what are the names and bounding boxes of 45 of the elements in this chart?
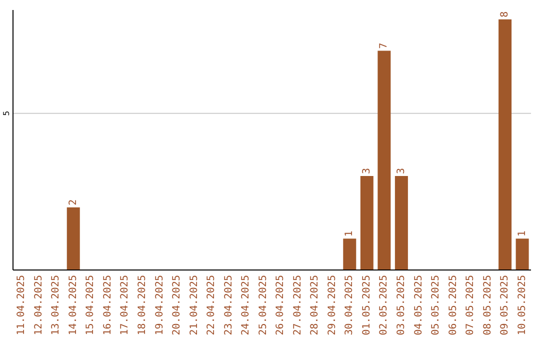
x-tick-label: 20.04.2025 [172, 275, 183, 336]
x-tick-label: 21.04.2025 [188, 275, 200, 336]
x-tick-label: 07.05.2025 [465, 275, 476, 336]
x-tick-label: 01.05.2025 [361, 275, 372, 336]
x-tick-label: 30.04.2025 [344, 275, 356, 336]
data-label: 7 [378, 42, 390, 49]
x-tick-label: 27.04.2025 [292, 275, 304, 336]
x-tick-label: 16.04.2025 [102, 275, 114, 336]
x-tick-label: 11.04.2025 [16, 275, 28, 336]
x-tick-label: 09.05.2025 [500, 275, 511, 336]
x-tick-label: 28.04.2025 [310, 275, 321, 336]
x-tick-label: 04.05.2025 [413, 275, 424, 336]
x-tick-label: 29.04.2025 [326, 275, 338, 336]
bar [498, 19, 512, 270]
x-tick-label: 15.04.2025 [85, 275, 96, 336]
data-label: 3 [396, 168, 407, 174]
x-tick-label: 12.04.2025 [33, 275, 44, 336]
x-tick-label: 14.04.2025 [68, 275, 79, 336]
bar [378, 50, 391, 270]
bar [343, 238, 356, 270]
data-label: 8 [500, 11, 511, 18]
x-tick-label: 03.05.2025 [396, 275, 407, 336]
data-label: 3 [361, 168, 372, 174]
x-tick-label: 26.04.2025 [275, 275, 286, 336]
x-tick-label: 10.05.2025 [516, 275, 528, 336]
data-label: 1 [516, 230, 528, 237]
data-label: 2 [68, 199, 79, 206]
x-tick-label: 13.04.2025 [50, 275, 62, 336]
x-tick-label: 24.04.2025 [240, 275, 252, 336]
y-tick-label: 5 [2, 110, 11, 116]
bar [66, 207, 80, 270]
bar [360, 176, 374, 270]
x-tick-label: 19.04.2025 [154, 275, 166, 336]
x-tick-label: 23.04.2025 [223, 275, 234, 336]
data-label: 1 [344, 230, 356, 237]
bar [394, 176, 408, 270]
x-tick-label: 25.04.2025 [258, 275, 269, 336]
x-tick-label: 06.05.2025 [448, 275, 459, 336]
x-tick-label: 08.05.2025 [482, 275, 494, 336]
x-tick-label: 02.05.2025 [378, 275, 390, 336]
bar [516, 238, 529, 270]
x-tick-label: 18.04.2025 [137, 275, 148, 336]
x-tick-label: 17.04.2025 [120, 275, 131, 336]
x-tick-label: 22.04.2025 [206, 275, 218, 336]
x-tick-label: 05.05.2025 [430, 275, 442, 336]
